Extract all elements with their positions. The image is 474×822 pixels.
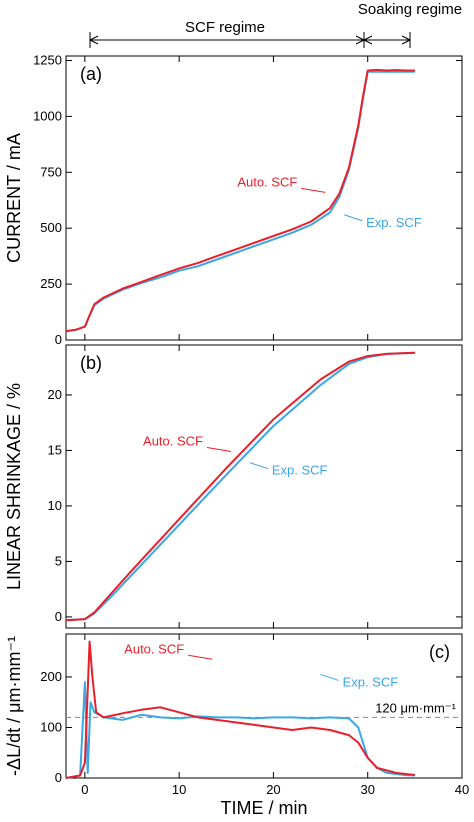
x-tick-label: 30 — [360, 782, 374, 797]
series-line-auto-scf — [65, 640, 416, 779]
x-tick-label: 40 — [455, 782, 469, 797]
series-line-auto-scf — [65, 351, 415, 622]
panel-label: (a) — [80, 64, 102, 84]
y-tick-label: 500 — [40, 220, 62, 235]
scf-regime-arrow-left-head — [89, 35, 99, 45]
panel-frame — [65, 55, 463, 341]
panel-1: 0 5 10 15 20 LINEAR SHRINKAGE / % (b) Auto. SCF… — [4, 344, 463, 629]
panel-frame — [65, 344, 463, 629]
y-axis-title: -ΔL/dt / μm·mm⁻¹ — [4, 636, 24, 776]
y-tick-label: 1000 — [33, 108, 62, 123]
y-axis-title: CURRENT / mA — [4, 133, 24, 263]
y-tick-label: 15 — [48, 442, 62, 457]
y-tick-label: 100 — [40, 719, 62, 734]
annotation-arrow — [206, 447, 232, 453]
panel-frame — [65, 633, 463, 779]
y-tick-label: 0 — [55, 609, 62, 624]
annotation-arrow — [320, 673, 339, 681]
y-tick-label: 20 — [48, 387, 62, 402]
series-line-exp-scf — [65, 351, 415, 622]
x-tick-label: 20 — [266, 782, 280, 797]
y-axis-title: LINEAR SHRINKAGE / % — [4, 383, 24, 590]
annotation-label: Auto. SCF — [143, 434, 203, 449]
y-tick-label: 750 — [40, 164, 62, 179]
series-line-auto-scf — [65, 68, 415, 333]
soaking-regime-arrow-right-head — [363, 35, 411, 45]
y-tick-label: 0 — [55, 332, 62, 347]
panel-0: 0 250 500 750 1000 1250 CURRENT / mA (a) Auto. S… — [4, 52, 463, 347]
scf-regime-arrow-right-head — [355, 35, 365, 45]
annotation-label: Exp. SCF — [272, 463, 328, 478]
x-tick-label: 0 — [81, 782, 88, 797]
panel-label: (c) — [429, 642, 450, 662]
soaking-regime-label: Soaking regime — [358, 1, 462, 18]
panel-label: (b) — [80, 353, 102, 373]
annotation-label: Auto. SCF — [237, 174, 297, 189]
annotation-label: Exp. SCF — [343, 674, 399, 689]
panel-2: 0 10 20 30 40 0 100 200 -ΔL/dt / μm·mm⁻¹ (c) 120 μ… — [4, 633, 469, 797]
annotation-label: Auto. SCF — [124, 641, 184, 656]
series-line-exp-scf — [65, 681, 415, 779]
y-tick-label: 250 — [40, 276, 62, 291]
y-tick-label: 200 — [40, 669, 62, 684]
y-tick-label: 10 — [48, 498, 62, 513]
annotation-arrow — [188, 654, 213, 660]
header: SCF regime Soaking regime — [89, 1, 462, 48]
x-tick-label: 10 — [172, 782, 186, 797]
annotation-arrow — [249, 462, 269, 470]
series-line-exp-scf — [65, 70, 415, 333]
y-tick-label: 1250 — [33, 52, 62, 67]
x-axis-title: TIME / min — [220, 798, 307, 818]
annotation-arrow — [343, 214, 363, 222]
y-tick-label: 0 — [55, 770, 62, 785]
y-tick-label: 5 — [55, 553, 62, 568]
annotation-arrow — [301, 187, 326, 193]
reference-line-label: 120 μm·mm⁻¹ — [375, 700, 456, 715]
annotation-label: Exp. SCF — [366, 215, 422, 230]
scf-regime-label: SCF regime — [185, 19, 265, 36]
